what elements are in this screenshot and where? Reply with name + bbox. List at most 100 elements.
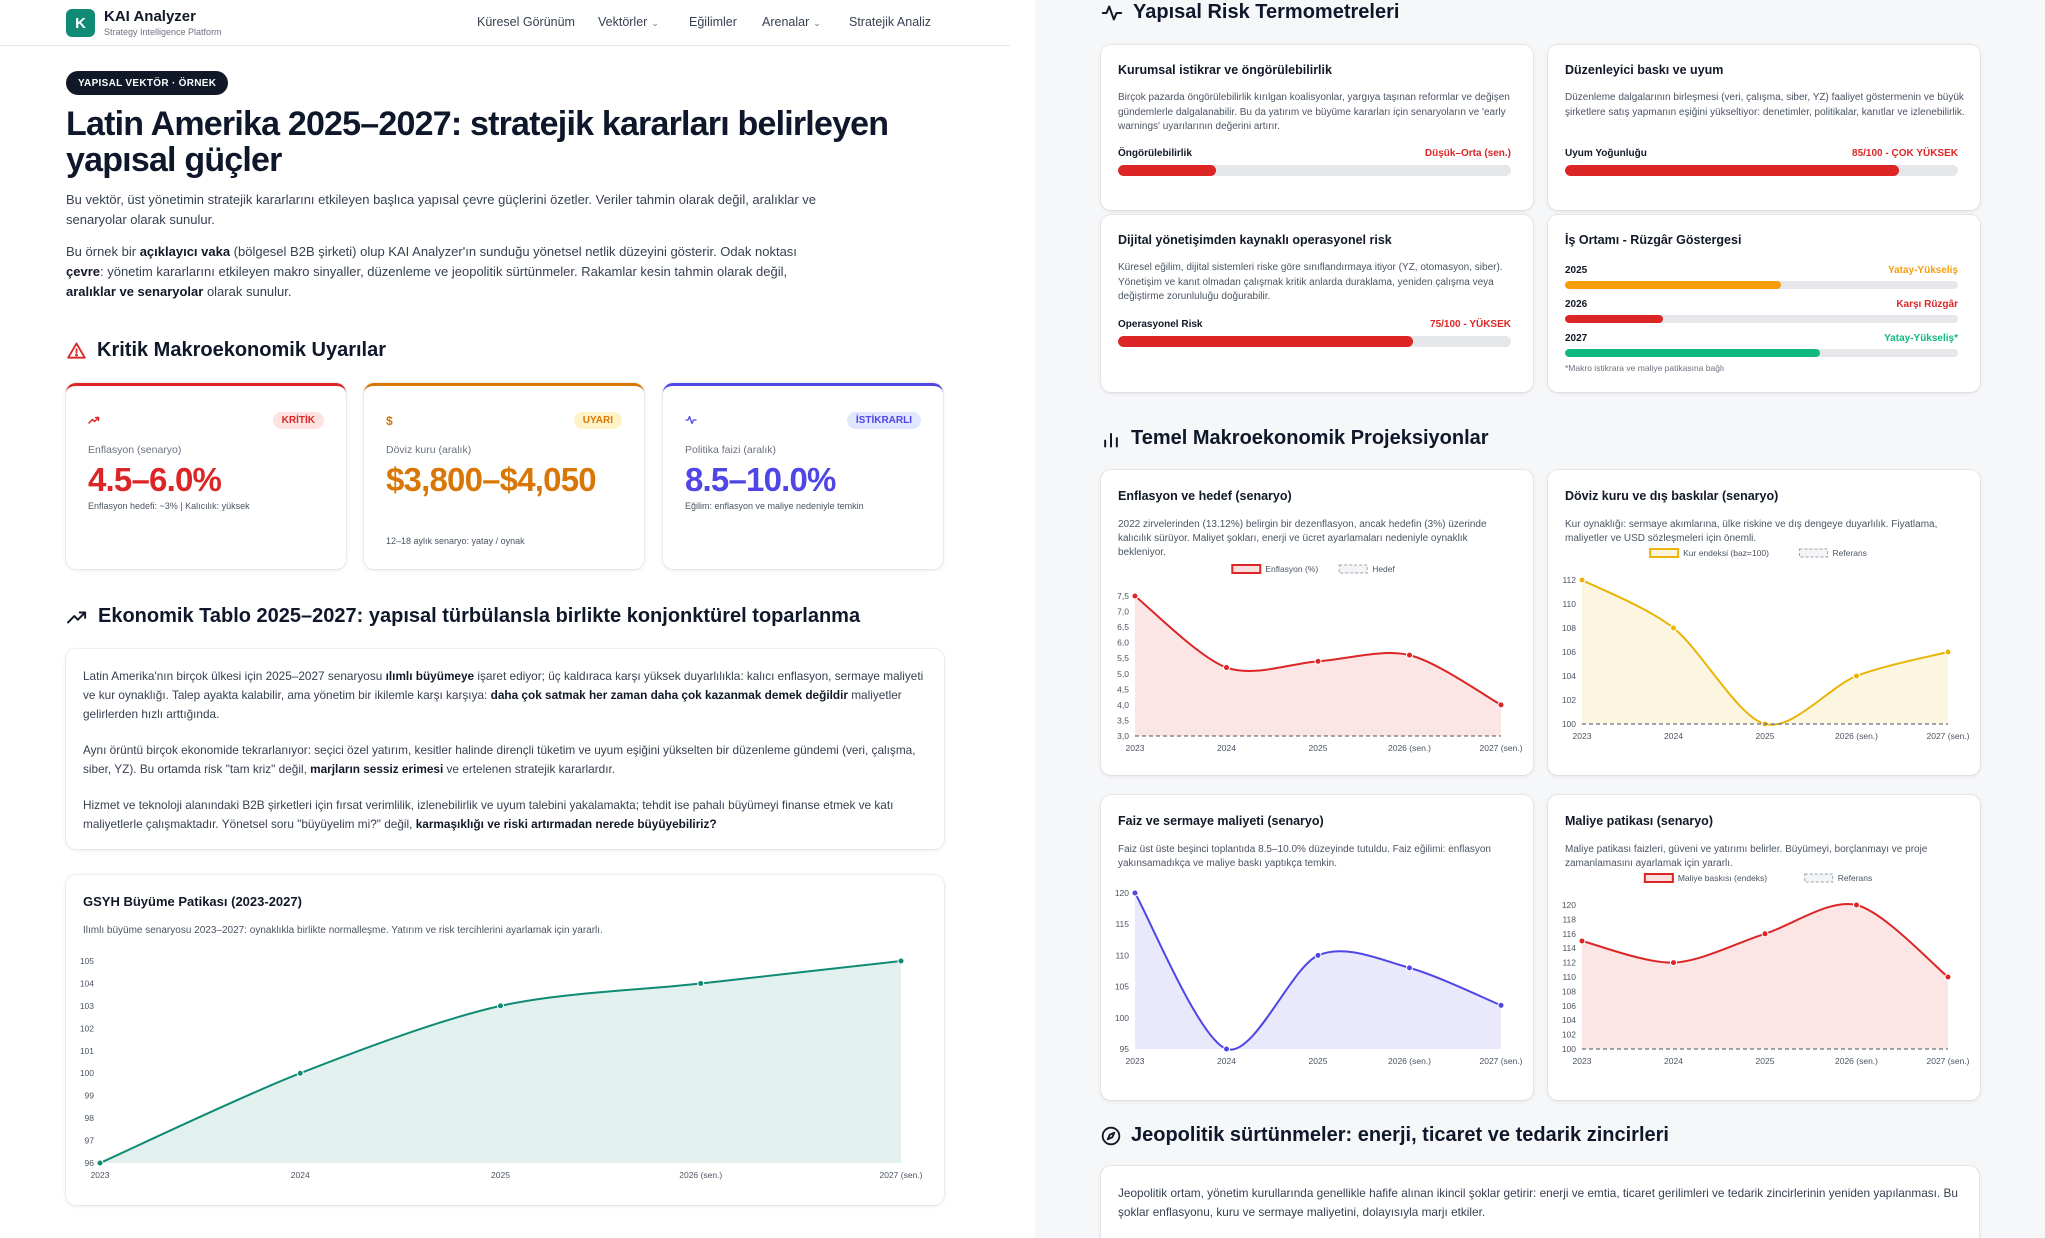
alerts-section-title: Kritik Makroekonomik Uyarılar <box>66 339 386 362</box>
x-tick-label: 2023 <box>1126 743 1145 753</box>
wind-value: Yatay-Yükseliş* <box>1884 333 1958 344</box>
data-point <box>1131 889 1139 897</box>
legend-swatch <box>1649 548 1680 558</box>
chevron-down-icon: ⌄ <box>651 18 659 28</box>
y-tick-label: 112 <box>1562 575 1576 585</box>
y-tick-label: 5,5 <box>1117 653 1129 663</box>
risk-thermometer-card: Düzenleyici baskı ve uyum Düzenleme dalga… <box>1548 45 1980 210</box>
series-line <box>1134 892 1502 1051</box>
top-nav: K KAI Analyzer Strategy Intelligence Pla… <box>0 0 1010 46</box>
data-point <box>1761 930 1769 938</box>
bar-track <box>1118 165 1511 176</box>
data-point <box>1314 951 1322 959</box>
projection-chart: 95 100 105 110 115 120 2023 2024 2025 2026 (sen.)… <box>1115 888 1523 1066</box>
card-description: Birçok pazarda öngörülebilirlik kırılgan… <box>1118 92 1510 132</box>
x-tick-label: 2023 <box>91 1170 110 1180</box>
y-tick-label: 3,5 <box>1117 715 1129 725</box>
data-point <box>1853 672 1860 680</box>
y-tick-label: 100 <box>80 1068 94 1078</box>
card-title: İş Ortamı - Rüzgâr Göstergesi <box>1565 233 1742 247</box>
geo-text-card: Jeopolitik ortam, yönetim kurullarında g… <box>1101 1166 1979 1238</box>
y-tick-label: 102 <box>1562 695 1576 705</box>
bar-track <box>1565 281 1958 289</box>
x-tick-label: 2024 <box>1217 1056 1236 1066</box>
intro-paragraph-1: Bu vektör, üst yönetimin stratejik karar… <box>66 192 817 227</box>
y-tick-label: 115 <box>1115 919 1129 929</box>
metric-label: Enflasyon (senaryo) <box>88 444 182 456</box>
brand-name[interactable]: KAI Analyzer <box>104 8 196 25</box>
nav-item-trends[interactable]: Eğilimler <box>689 15 737 29</box>
projections-section-title: Temel Makroekonomik Projeksiyonlar <box>1101 427 1489 450</box>
chart-title: Maliye patikası (senaryo) <box>1565 814 1713 828</box>
y-tick-label: 120 <box>1562 900 1576 910</box>
gdp-chart-card: GSYH Büyüme Patikası (2023-2027) Ilımlı … <box>66 875 944 1205</box>
projection-chart-card: Enflasyon ve hedef (senaryo) 2022 zirvele… <box>1101 470 1533 775</box>
alert-card: KRİTİK Enflasyon (senaryo) 4.5–6.0% Enflasy… <box>66 383 346 569</box>
page-title: Latin Amerika 2025–2027: stratejik karar… <box>66 105 889 179</box>
y-tick-label: 102 <box>80 1023 94 1033</box>
bar-fill <box>1118 336 1413 347</box>
x-tick-label: 2026 (sen.) <box>1388 743 1431 753</box>
x-tick-label: 2026 (sen.) <box>1388 1056 1431 1066</box>
legend-swatch <box>1804 873 1834 883</box>
data-point <box>1578 937 1586 945</box>
y-tick-label: 108 <box>1562 623 1576 633</box>
legend-label: Maliye baskısı (endeks) <box>1678 873 1767 883</box>
y-tick-label: 7,5 <box>1117 591 1129 601</box>
y-tick-label: 108 <box>1562 986 1576 996</box>
x-tick-label: 2026 (sen.) <box>679 1170 722 1180</box>
logo[interactable]: K <box>66 9 95 37</box>
brand-subtitle: Strategy Intelligence Platform <box>104 27 222 37</box>
text-run: Aynı örüntü birçok ekonomide tekrarlanıy… <box>83 743 916 776</box>
projection-chart: 100 102 104 106 108 110 112 2023 2024 2025 2026 (s… <box>1562 548 1970 741</box>
data-point <box>1223 1045 1230 1053</box>
y-tick-label: 105 <box>1115 982 1129 992</box>
series-area <box>100 961 901 1163</box>
alert-card: $ UYARI Döviz kuru (aralık) $3,800–$4,050 12… <box>364 383 644 569</box>
bar-fill <box>1565 281 1782 289</box>
nav-item-vectors[interactable]: Vektörler ⌄ <box>598 15 659 29</box>
legend-label: Referans <box>1838 873 1873 883</box>
x-tick-label: 2026 (sen.) <box>1835 1056 1878 1066</box>
x-tick-label: 2025 <box>1756 1056 1775 1066</box>
risk-thermometer-card: Kurumsal istikrar ve öngörülebilirlik Bir… <box>1101 45 1533 210</box>
right-panel: Yapısal Risk Termometreleri Kurumsal ist… <box>1035 0 2045 1238</box>
series-area <box>1135 596 1501 736</box>
bold-text: karmaşıklığı ve riski artırmadan nerede … <box>415 817 717 831</box>
compass-icon <box>1101 1126 1121 1145</box>
y-tick-label: 7,0 <box>1117 607 1129 617</box>
x-tick-label: 2023 <box>1573 731 1592 741</box>
legend-label: Enflasyon (%) <box>1265 564 1318 574</box>
projection-chart-card: Faiz ve sermaye maliyeti (senaryo) Faiz ü… <box>1101 795 1533 1100</box>
wind-indicator-card: İş Ortamı - Rüzgâr Göstergesi 2025 Yatay-… <box>1548 215 1980 392</box>
bar-label: Operasyonel Risk <box>1118 319 1203 330</box>
chart-title: Döviz kuru ve dış baskılar (senaryo) <box>1565 489 1779 503</box>
thermo-section-title: Yapısal Risk Termometreleri <box>1101 1 1399 24</box>
text-run: Bu örnek bir <box>66 244 140 259</box>
card-title: Dijital yönetişimden kaynaklı operasyone… <box>1118 233 1392 247</box>
warning-icon <box>67 342 86 359</box>
bold-text: aralıklar ve senaryolar <box>66 284 204 299</box>
chart-title: Faiz ve sermaye maliyeti (senaryo) <box>1118 814 1324 828</box>
data-point <box>1944 973 1952 981</box>
activity-icon <box>685 414 697 428</box>
data-point <box>1497 1001 1505 1009</box>
nav-item-strategic-analysis[interactable]: Stratejik Analiz <box>849 15 931 29</box>
data-point <box>296 1069 304 1077</box>
legend-swatch <box>1231 564 1262 574</box>
x-tick-label: 2025 <box>1309 1056 1328 1066</box>
y-tick-label: 110 <box>1115 950 1129 960</box>
x-tick-label: 2025 <box>1309 743 1328 753</box>
bar-track <box>1565 165 1958 176</box>
legend-label: Hedef <box>1372 564 1395 574</box>
projection-chart: 3,0 3,5 4,0 4,5 5,0 5,5 6,0 6,5 7,0 7,5 2023 2024 20… <box>1117 564 1523 753</box>
x-tick-label: 2024 <box>291 1170 310 1180</box>
nav-item-arenas[interactable]: Arenalar ⌄ <box>762 15 821 29</box>
data-point <box>1497 701 1505 709</box>
bar-value: 75/100 - YÜKSEK <box>1430 319 1511 330</box>
nav-item-global-view[interactable]: Küresel Görünüm <box>477 15 575 29</box>
legend-swatch <box>1643 873 1674 883</box>
data-point <box>1223 664 1230 672</box>
y-tick-label: 110 <box>1562 599 1576 609</box>
bar-fill <box>1565 349 1821 357</box>
